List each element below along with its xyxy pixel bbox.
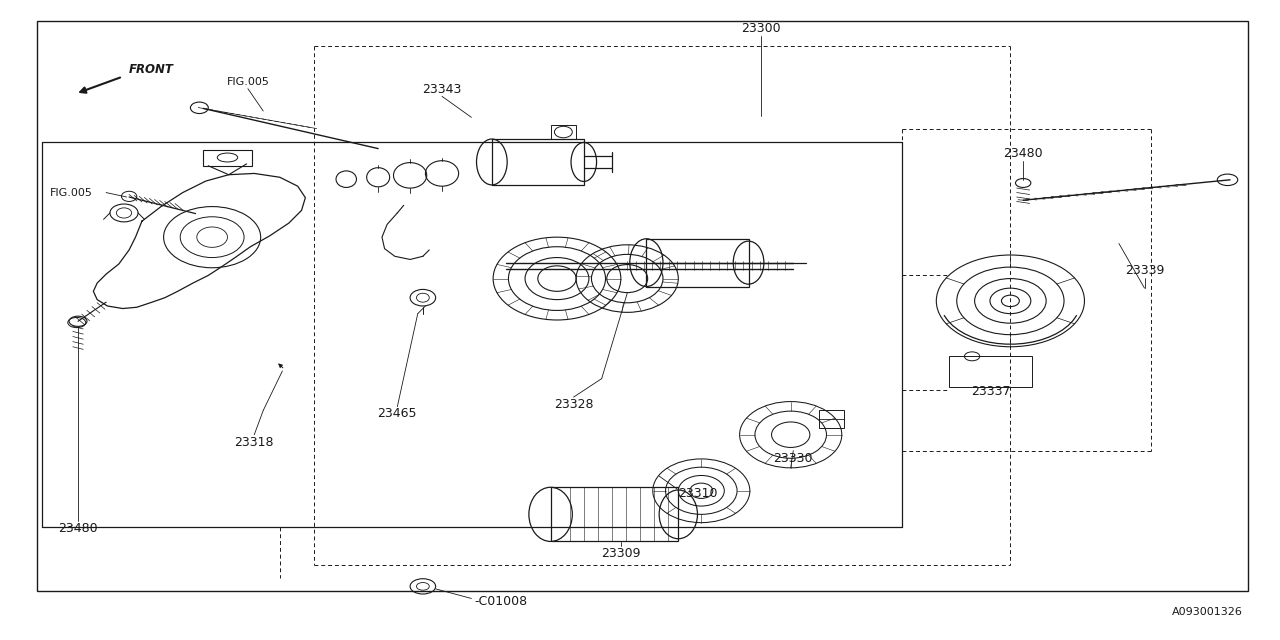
Text: 23465: 23465 bbox=[378, 407, 417, 420]
Text: 23309: 23309 bbox=[602, 547, 640, 561]
Text: 23330: 23330 bbox=[773, 452, 813, 465]
Text: FIG.005: FIG.005 bbox=[50, 188, 93, 198]
Text: 23318: 23318 bbox=[234, 436, 274, 449]
Text: -C01008: -C01008 bbox=[474, 595, 527, 608]
Text: 23337: 23337 bbox=[972, 385, 1011, 398]
Text: 23343: 23343 bbox=[422, 83, 462, 96]
Text: 23339: 23339 bbox=[1125, 264, 1165, 276]
Text: 23300: 23300 bbox=[741, 22, 781, 35]
Text: FRONT: FRONT bbox=[129, 63, 174, 76]
Text: 23328: 23328 bbox=[554, 397, 594, 411]
Text: 23480: 23480 bbox=[58, 522, 97, 535]
Text: FIG.005: FIG.005 bbox=[227, 77, 269, 86]
Text: 23310: 23310 bbox=[678, 487, 718, 500]
Text: A093001326: A093001326 bbox=[1172, 607, 1243, 617]
Text: 23480: 23480 bbox=[1004, 147, 1043, 159]
